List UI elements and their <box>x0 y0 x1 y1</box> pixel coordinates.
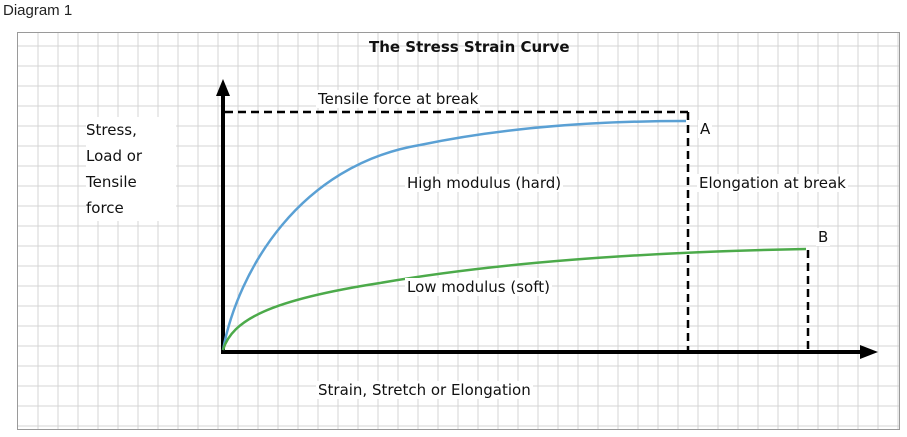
high-modulus-label: High modulus (hard) <box>405 174 564 192</box>
y-axis-label-line: Tensile <box>86 173 137 191</box>
diagram-frame <box>17 32 900 430</box>
point-b-label: B <box>816 228 831 246</box>
y-axis-label-line: force <box>86 199 124 217</box>
y-axis-label-line: Load or <box>86 147 143 165</box>
x-axis-arrow-icon <box>860 345 878 359</box>
diagram-caption: Diagram 1 <box>3 2 73 19</box>
low-modulus-label: Low modulus (soft) <box>405 278 552 296</box>
y-axis-label: Stress, Load or Tensile force <box>86 117 176 221</box>
point-a-label: A <box>698 120 713 138</box>
y-axis-arrow-icon <box>216 79 230 96</box>
y-axis-label-line: Stress, <box>86 121 137 139</box>
elongation-at-break-label: Elongation at break <box>697 174 848 192</box>
diagram-title: The Stress Strain Curve <box>369 38 570 56</box>
tensile-force-label: Tensile force at break <box>316 90 481 108</box>
low-modulus-curve <box>221 247 807 351</box>
high-modulus-curve <box>221 119 687 351</box>
x-axis-label: Strain, Stretch or Elongation <box>316 381 533 399</box>
